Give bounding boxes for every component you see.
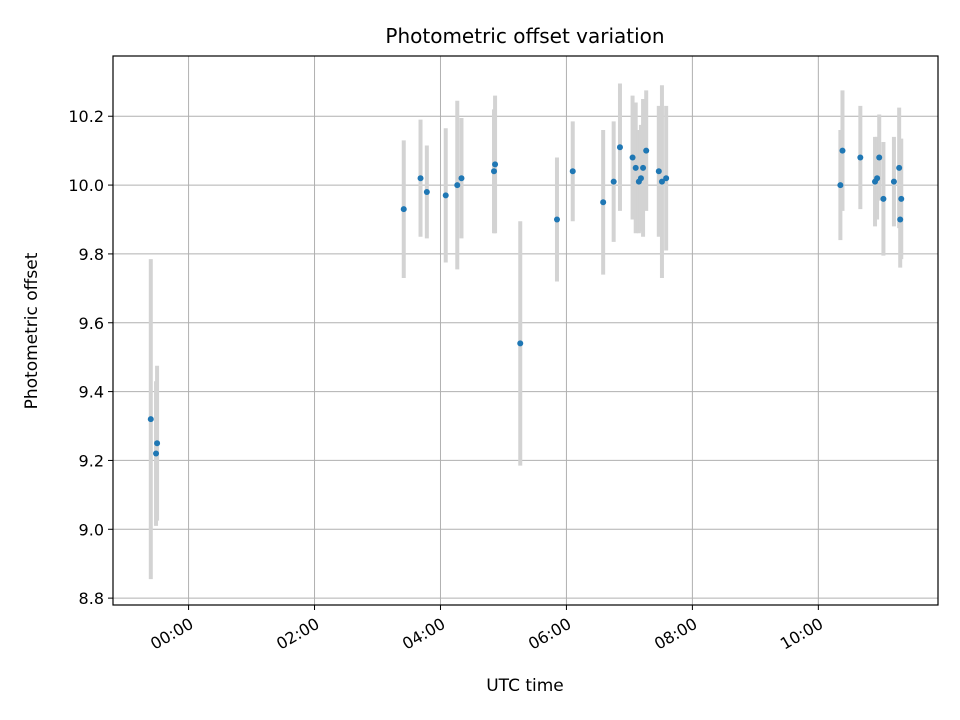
- data-point: [637, 175, 644, 182]
- data-point: [454, 182, 461, 189]
- data-point: [857, 154, 864, 161]
- data-point: [417, 175, 424, 182]
- data-point: [153, 450, 160, 457]
- y-tick-label: 10.2: [68, 107, 104, 126]
- data-point: [423, 188, 430, 195]
- y-tick-label: 8.8: [79, 589, 104, 608]
- data-point: [553, 216, 560, 223]
- data-point: [880, 195, 887, 202]
- data-point: [400, 206, 407, 213]
- chart-title: Photometric offset variation: [385, 24, 664, 48]
- data-point: [640, 164, 647, 171]
- data-point: [839, 147, 846, 154]
- data-point: [569, 168, 576, 175]
- data-point: [600, 199, 607, 206]
- data-point: [492, 161, 499, 168]
- y-axis-label: Photometric offset: [22, 252, 42, 409]
- x-axis-label: UTC time: [486, 676, 564, 696]
- data-point: [629, 154, 636, 161]
- data-point: [147, 416, 154, 423]
- data-point: [897, 216, 904, 223]
- y-tick-label: 9.0: [79, 520, 104, 539]
- plot-frame: [112, 55, 939, 606]
- data-point: [876, 154, 883, 161]
- data-point: [458, 175, 465, 182]
- data-point: [874, 175, 881, 182]
- data-point: [655, 168, 662, 175]
- data-points: [147, 144, 905, 457]
- data-point: [658, 178, 665, 185]
- data-point: [896, 164, 903, 171]
- y-tick-label: 9.8: [79, 245, 104, 264]
- data-point: [663, 175, 670, 182]
- y-tick-label: 9.6: [79, 314, 104, 333]
- data-point: [610, 178, 617, 185]
- data-point: [898, 195, 905, 202]
- y-axis: 8.8 9.0 9.2 9.4 9.6 9.8 10.0 10.2: [68, 107, 113, 608]
- data-point: [517, 340, 524, 347]
- data-point: [632, 164, 639, 171]
- data-point: [491, 168, 498, 175]
- data-point: [616, 144, 623, 151]
- data-point: [154, 440, 161, 447]
- y-tick-label: 9.4: [79, 383, 104, 402]
- data-point: [837, 182, 844, 189]
- data-point: [442, 192, 449, 199]
- y-tick-label: 9.2: [79, 451, 104, 470]
- grid: [113, 56, 938, 605]
- y-tick-label: 10.0: [68, 176, 104, 195]
- data-point: [890, 178, 897, 185]
- data-point: [643, 147, 650, 154]
